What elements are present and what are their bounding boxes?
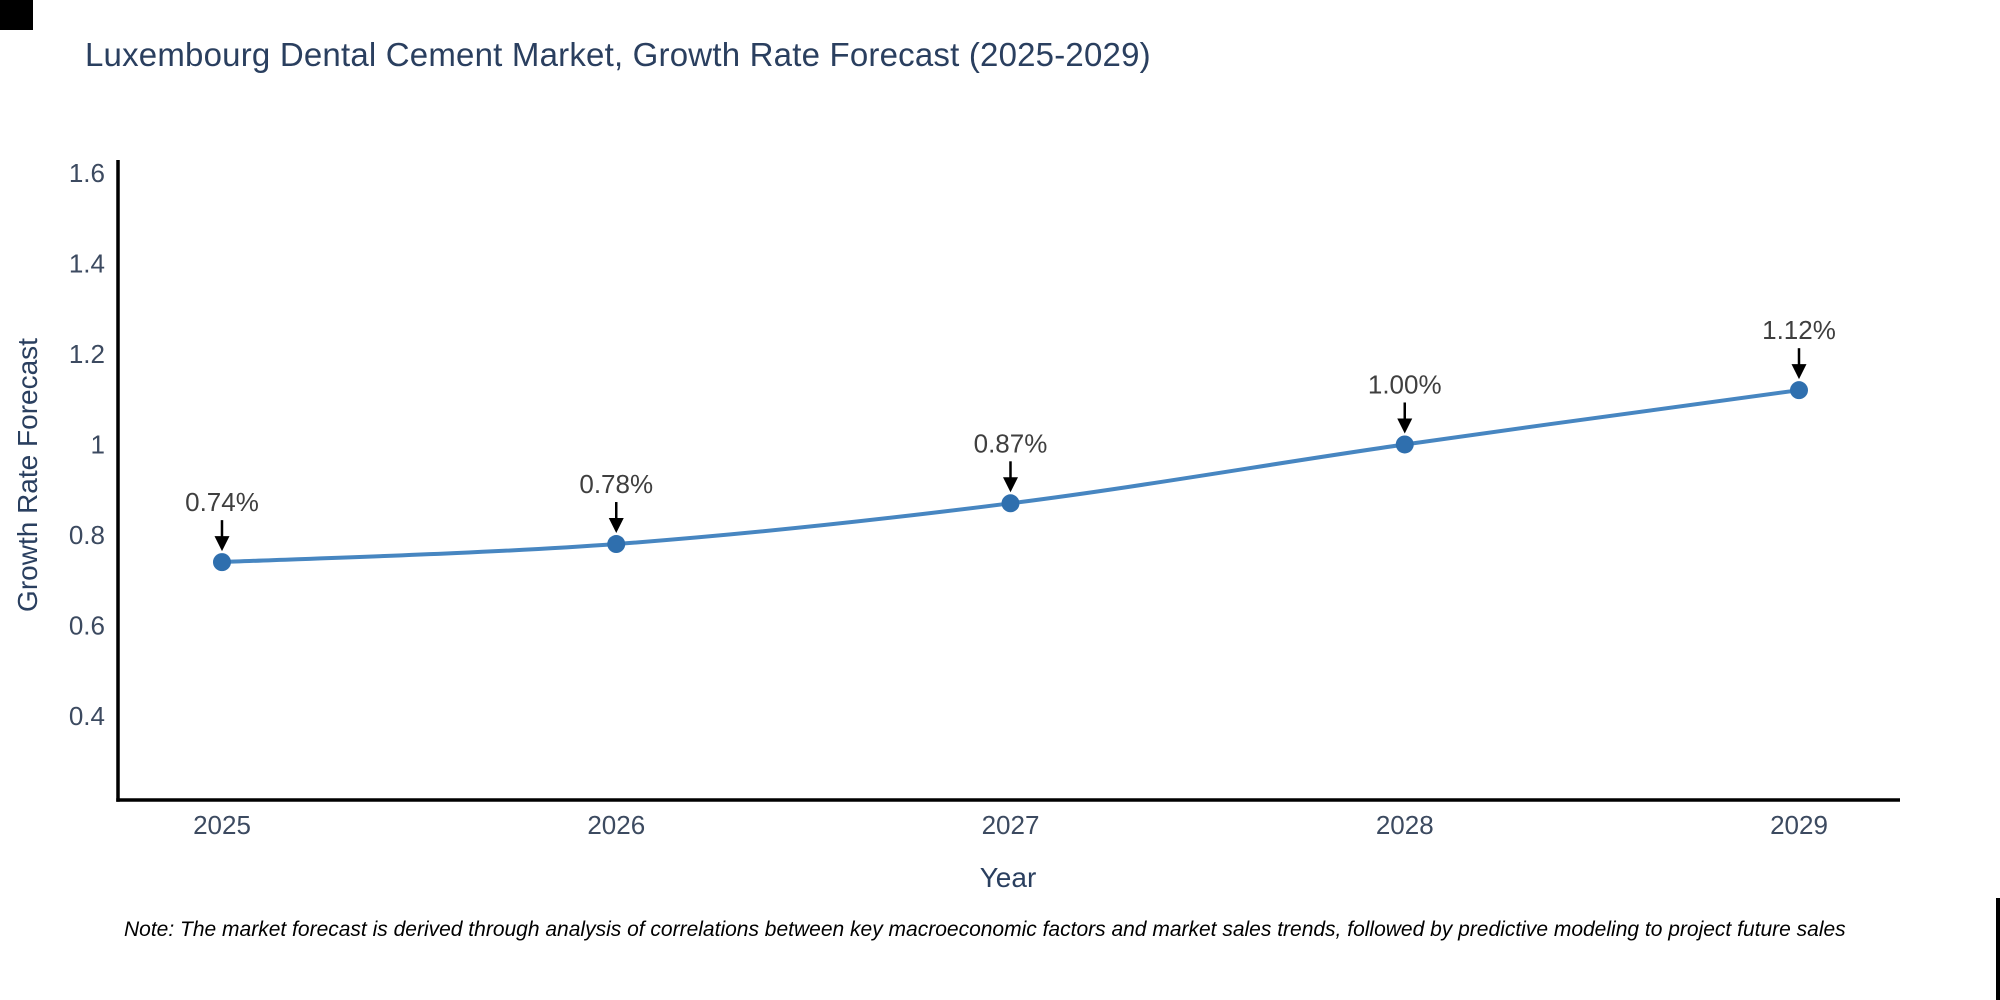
annotation-arrowhead bbox=[1002, 477, 1018, 493]
annotation-arrowhead bbox=[1791, 364, 1807, 380]
y-tick-label: 1.4 bbox=[69, 248, 105, 278]
chart-title: Luxembourg Dental Cement Market, Growth … bbox=[85, 36, 1151, 73]
y-tick-label: 0.6 bbox=[69, 610, 105, 640]
data-point-marker bbox=[1001, 494, 1020, 513]
annotation-label: 1.12% bbox=[1762, 315, 1836, 345]
y-tick-label: 1 bbox=[91, 429, 105, 459]
data-point-marker bbox=[607, 535, 626, 554]
y-tick-label: 1.2 bbox=[69, 339, 105, 369]
x-tick-label: 2028 bbox=[1376, 810, 1434, 840]
x-tick-label: 2027 bbox=[982, 810, 1040, 840]
y-tick-label: 1.6 bbox=[69, 158, 105, 188]
data-point-marker bbox=[1395, 435, 1414, 454]
annotation-label: 1.00% bbox=[1368, 369, 1442, 399]
top-left-black-mark bbox=[0, 0, 33, 30]
data-point-marker bbox=[1789, 381, 1808, 400]
y-tick-label: 0.4 bbox=[69, 701, 105, 731]
x-tick-label: 2026 bbox=[587, 810, 645, 840]
annotation-label: 0.74% bbox=[185, 487, 259, 517]
annotation-label: 0.78% bbox=[579, 469, 653, 499]
annotation-arrowhead bbox=[608, 518, 624, 534]
annotation-label: 0.87% bbox=[974, 428, 1048, 458]
y-tick-label: 0.8 bbox=[69, 520, 105, 550]
footnote: Note: The market forecast is derived thr… bbox=[124, 918, 1846, 941]
x-axis-title: Year bbox=[979, 862, 1037, 893]
data-point-marker bbox=[212, 553, 231, 572]
annotation-arrowhead bbox=[214, 536, 230, 552]
x-tick-label: 2025 bbox=[193, 810, 251, 840]
annotation-arrowhead bbox=[1397, 418, 1413, 434]
bottom-right-black-mark bbox=[1996, 898, 2000, 1000]
x-tick-label: 2029 bbox=[1770, 810, 1828, 840]
